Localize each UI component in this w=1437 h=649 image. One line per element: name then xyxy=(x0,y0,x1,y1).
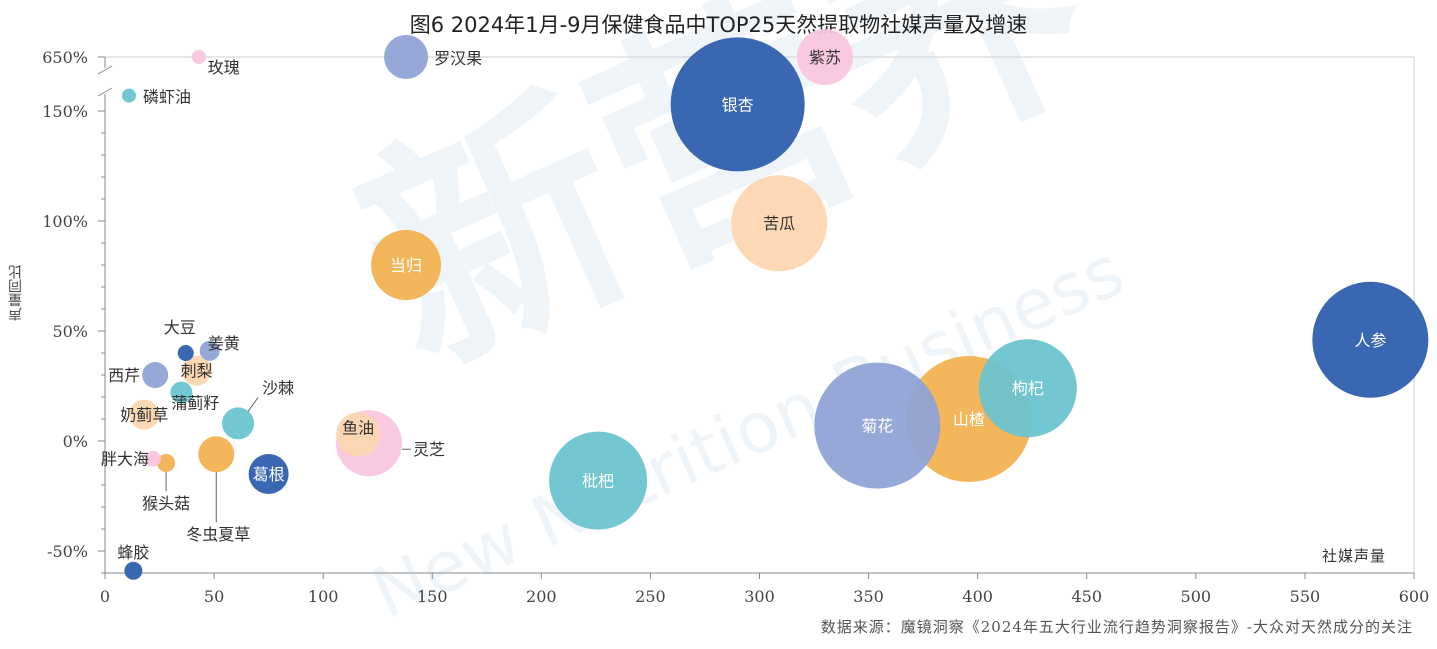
bubble-label-蜂胶: 蜂胶 xyxy=(117,543,149,562)
source-note: 数据来源：魔镜洞察《2024年五大行业流行趋势洞察报告》-大众对天然成分的关注 xyxy=(820,618,1413,636)
x-tick-label: 550 xyxy=(1290,587,1321,606)
y-tick-label: 650% xyxy=(42,48,88,67)
bubble-label-银杏: 银杏 xyxy=(722,95,754,114)
x-tick-label: 450 xyxy=(1071,587,1102,606)
bubble-label-菊花: 菊花 xyxy=(861,417,893,436)
bubble-菊花 xyxy=(814,362,941,489)
y-tick-label: 50% xyxy=(52,322,88,341)
bubble-大豆 xyxy=(177,345,194,361)
bubble-奶蓟草 xyxy=(129,399,160,430)
x-tick-label: 150 xyxy=(417,587,448,606)
x-axis-label: 社媒声量 xyxy=(1322,547,1387,565)
bubble-label-蒲蓟籽: 蒲蓟籽 xyxy=(171,394,219,413)
bubble-label-灵芝: 灵芝 xyxy=(413,440,445,459)
bubble-label-姜黄: 姜黄 xyxy=(208,334,240,353)
bubble-鱼油 xyxy=(336,412,381,457)
x-tick-label: 250 xyxy=(635,587,666,606)
bubble-label-大豆: 大豆 xyxy=(164,318,196,337)
bubble-胖大海 xyxy=(144,450,161,467)
bubble-label-磷虾油: 磷虾油 xyxy=(143,88,191,107)
bubble-银杏 xyxy=(670,37,805,172)
x-tick-label: 100 xyxy=(308,587,339,606)
axis-break-gap xyxy=(97,68,113,94)
x-tick-label: 200 xyxy=(526,587,557,606)
bubble-label-沙棘: 沙棘 xyxy=(262,378,294,397)
bubble-姜黄 xyxy=(199,340,220,361)
bubble-label-刺梨: 刺梨 xyxy=(181,362,213,381)
bubble-罗汉果 xyxy=(384,35,429,79)
y-tick-label: 0% xyxy=(63,432,88,451)
bubble-label-葛根: 葛根 xyxy=(253,465,285,484)
bubble-蒲蓟籽 xyxy=(170,381,193,404)
bubble-label-玫瑰: 玫瑰 xyxy=(208,58,240,77)
bubble-枸杞 xyxy=(978,339,1077,438)
x-tick-label: 0 xyxy=(100,587,110,606)
axis-break-mark xyxy=(97,87,113,97)
bubble-沙棘 xyxy=(222,407,255,440)
y-axis-label: 声量同比 xyxy=(8,265,24,321)
bubble-西芹 xyxy=(142,362,169,388)
bubble-label-枸杞: 枸杞 xyxy=(1012,379,1044,398)
bubble-苦瓜 xyxy=(731,175,828,272)
bubble-label-当归: 当归 xyxy=(390,256,422,275)
bubble-label-山楂: 山楂 xyxy=(953,410,985,429)
bubble-label-冬虫夏草: 冬虫夏草 xyxy=(186,525,250,544)
axis-break-mark xyxy=(97,65,113,75)
bubble-猴头菇 xyxy=(157,454,176,472)
bubble-label-鱼油: 鱼油 xyxy=(342,418,374,437)
bubble-label-罗汉果: 罗汉果 xyxy=(434,49,482,68)
bubble-label-紫苏: 紫苏 xyxy=(809,48,841,67)
x-tick-label: 500 xyxy=(1181,587,1212,606)
x-tick-label: 600 xyxy=(1399,587,1430,606)
bubble-刺梨 xyxy=(181,355,212,386)
y-tick-label: 150% xyxy=(42,102,88,121)
bubble-label-人参: 人参 xyxy=(1354,331,1386,350)
bubble-磷虾油 xyxy=(121,88,136,103)
bubbles xyxy=(121,29,1429,580)
bubble-紫苏 xyxy=(796,29,853,85)
bubble-label-奶蓟草: 奶蓟草 xyxy=(120,406,168,425)
chart-title: 图6 2024年1月-9月保健食品中TOP25天然提取物社媒声量及增速 xyxy=(409,13,1028,37)
y-tick-label: 100% xyxy=(42,212,88,231)
axes: 0 50 100 150 200 250 300 350 400 450 500 550 600 -50%… xyxy=(42,48,1429,606)
y-tick-label: -50% xyxy=(47,542,88,561)
x-tick-label: 50 xyxy=(204,587,224,606)
x-tick-label: 300 xyxy=(744,587,775,606)
bubble-人参 xyxy=(1312,281,1429,398)
bubble-label-猴头菇: 猴头菇 xyxy=(142,494,190,513)
bubble-葛根 xyxy=(248,454,289,494)
bubble-冬虫夏草 xyxy=(198,436,235,473)
bubble-label-枇杷: 枇杷 xyxy=(582,472,614,491)
leader-line-沙棘 xyxy=(247,397,259,412)
bubble-玫瑰 xyxy=(191,50,206,64)
bubble-label-西芹: 西芹 xyxy=(108,366,140,385)
bubble-蜂胶 xyxy=(124,561,143,580)
bubble-当归 xyxy=(371,230,442,300)
x-tick-label: 350 xyxy=(853,587,884,606)
bubble-枇杷 xyxy=(549,431,648,530)
bubble-label-胖大海: 胖大海 xyxy=(101,450,149,469)
x-tick-label: 400 xyxy=(962,587,993,606)
bubble-label-苦瓜: 苦瓜 xyxy=(763,214,795,233)
